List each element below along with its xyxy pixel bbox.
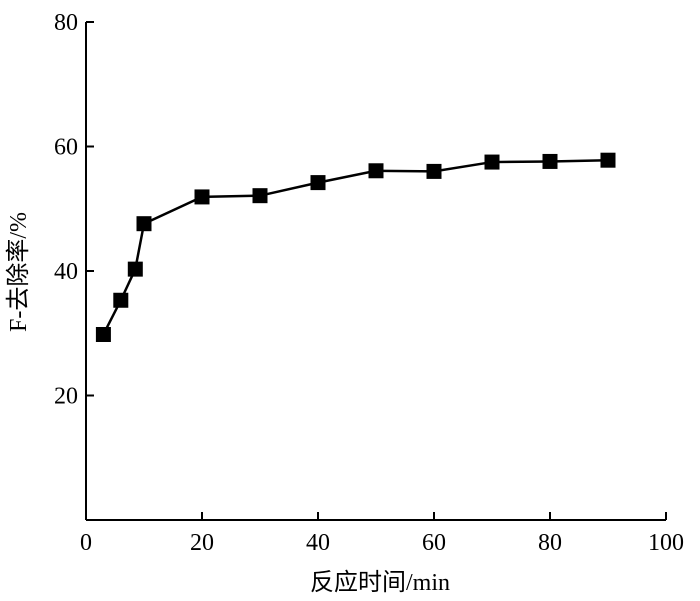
series-group (95, 152, 616, 342)
data-point-marker (542, 153, 558, 169)
x-tick-label: 40 (306, 530, 330, 556)
data-point-marker (127, 261, 143, 277)
data-point-marker (194, 189, 210, 205)
data-point-marker (484, 154, 500, 170)
series-line (102, 158, 609, 336)
x-axis-label: 反应时间/min (310, 569, 450, 596)
data-point-marker (95, 326, 111, 342)
y-tick-label: 20 (54, 384, 78, 410)
y-tick-label: 60 (54, 135, 78, 161)
x-tick-label: 80 (538, 530, 562, 556)
data-point-marker (252, 188, 268, 204)
x-tick-label: 60 (422, 530, 446, 556)
x-tick-label: 20 (190, 530, 214, 556)
x-tick-label: 100 (648, 530, 684, 556)
data-point-marker (368, 163, 384, 179)
y-axis-label: F-去除率/% (5, 212, 32, 332)
data-point-marker (136, 216, 152, 232)
y-tick-label: 80 (54, 10, 78, 36)
data-point-marker (113, 292, 129, 308)
x-tick-label: 0 (80, 530, 92, 556)
data-point-marker (426, 163, 442, 179)
data-point-marker (600, 152, 616, 168)
data-point-marker (310, 175, 326, 191)
axes (85, 22, 666, 521)
y-tick-label: 40 (54, 259, 78, 285)
ticks: 0 20 40 60 80 100 20 40 60 80 (54, 10, 684, 556)
